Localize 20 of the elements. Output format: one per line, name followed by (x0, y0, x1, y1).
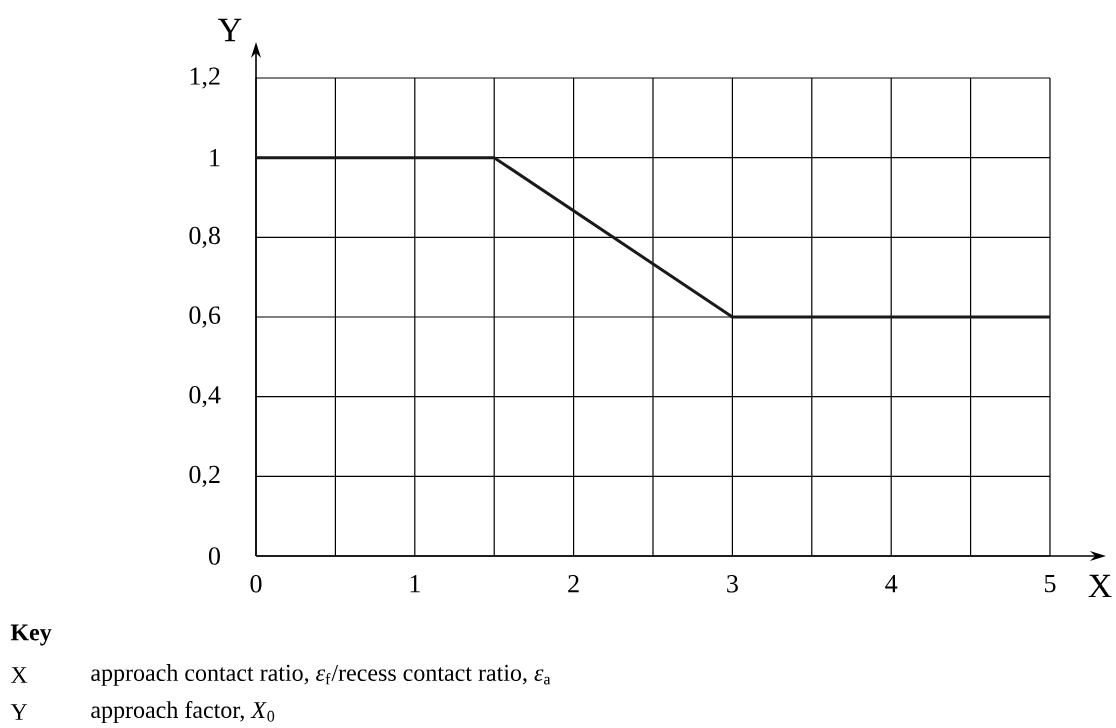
x-axis-title: X (1088, 574, 1112, 598)
y-tick-label: 0,2 (189, 465, 220, 487)
y-tick-label: 0,8 (189, 226, 220, 248)
y-tick-label: 1 (210, 149, 220, 167)
x-tick-label: 0 (250, 575, 262, 593)
x-tick-label: 5 (1045, 575, 1056, 593)
x-tick-label: 1 (410, 575, 420, 593)
text: X (10, 667, 28, 683)
text: Y (10, 704, 28, 720)
text: approach contact ratio, ε$_{f}$/recess contact ratio, ε$_{a}$ (91, 664, 551, 686)
y-tick-label: 0 (208, 547, 220, 565)
y-tick-label: 1,2 (190, 67, 220, 89)
y-tick-label: 0,6 (189, 306, 221, 328)
y-axis-title: Y (218, 18, 242, 42)
text: approach factor, X$_{0}$ (91, 700, 275, 723)
x-tick-label: 4 (885, 575, 898, 593)
x-tick-label: 2 (568, 575, 579, 593)
y-tick-label: 0,4 (189, 386, 221, 408)
x-tick-label: 3 (727, 575, 738, 593)
text: Key (10, 624, 52, 646)
